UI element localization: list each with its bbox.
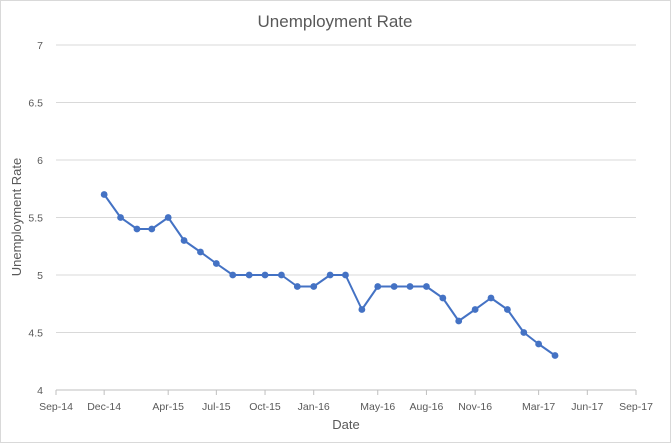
x-tick-label: May-16 (360, 401, 395, 413)
data-point (212, 260, 220, 267)
data-point (390, 283, 398, 290)
y-tick-label: 4 (37, 385, 43, 397)
y-tick-label: 4.5 (28, 328, 43, 340)
y-tick-label: 5 (37, 270, 43, 282)
data-point (455, 317, 463, 325)
data-point (180, 237, 188, 244)
data-point (439, 294, 447, 302)
y-tick-label: 6 (37, 155, 43, 167)
data-point (471, 306, 479, 313)
x-tick-label: Mar-17 (522, 401, 555, 413)
y-tick-label: 6.5 (28, 98, 43, 110)
data-point (100, 191, 108, 198)
y-axis-ticks: 4 4.5 5 5.5 6 6.5 7 (28, 40, 43, 397)
data-point (520, 329, 528, 336)
x-tick-label: Dec-14 (87, 401, 121, 413)
data-point (487, 294, 495, 302)
x-axis-title: Date (332, 417, 359, 432)
x-tick-label: Aug-16 (410, 401, 444, 413)
data-point (535, 340, 543, 348)
y-tick-label: 5.5 (28, 213, 43, 225)
data-point (342, 271, 349, 279)
data-point (245, 271, 253, 279)
y-tick-label: 7 (37, 40, 43, 52)
data-point (261, 271, 269, 279)
data-point (358, 306, 366, 313)
data-point (117, 214, 124, 221)
x-tick-label: Jan-16 (298, 401, 330, 413)
x-axis-ticks: Sep-14 Dec-14 Apr-15 Jul-15 Oct-15 Jan-16 May-… (39, 390, 653, 413)
data-point (406, 283, 414, 290)
data-point (133, 225, 141, 233)
data-point (148, 225, 156, 233)
data-point (374, 283, 382, 290)
data-point (197, 248, 204, 256)
series-group (100, 191, 559, 359)
data-point (229, 271, 237, 279)
data-point (326, 271, 334, 279)
x-tick-label: Jun-17 (571, 401, 603, 413)
data-point (278, 271, 285, 279)
x-tick-label: Apr-15 (152, 401, 184, 413)
data-point (310, 283, 318, 290)
data-point (551, 352, 559, 359)
data-point (164, 214, 172, 221)
data-point (504, 306, 511, 313)
x-tick-label: Nov-16 (458, 401, 492, 413)
x-tick-label: Jul-15 (202, 401, 231, 413)
gridlines (56, 44, 636, 391)
data-point (293, 283, 301, 290)
x-tick-label: Sep-14 (39, 401, 73, 413)
chart-title: Unemployment Rate (258, 12, 413, 31)
x-tick-label: Sep-17 (619, 401, 653, 413)
x-tick-label: Oct-15 (249, 401, 281, 413)
data-point (423, 283, 430, 290)
y-axis-title: Unemployment Rate (9, 158, 24, 277)
